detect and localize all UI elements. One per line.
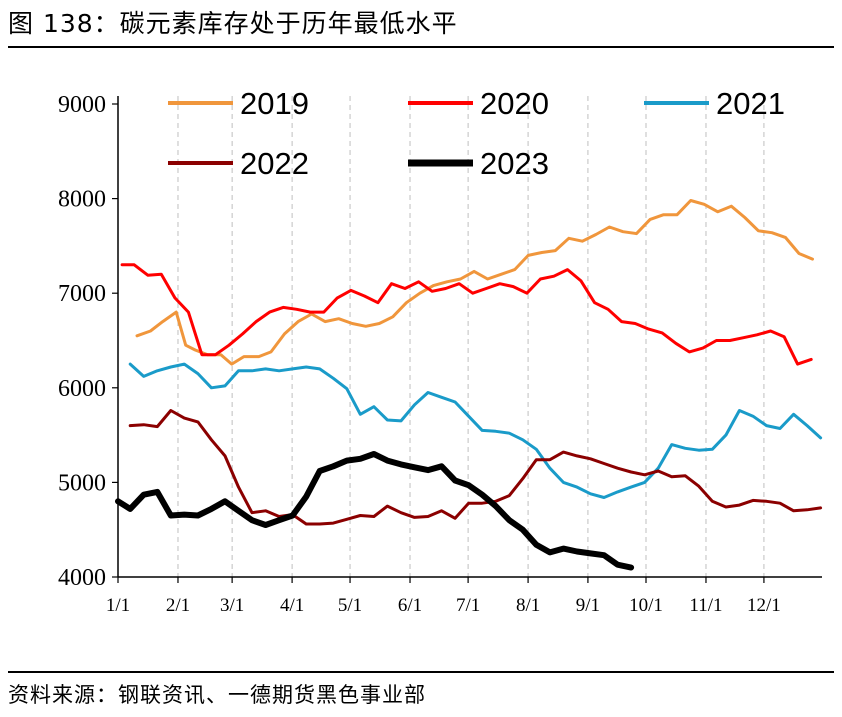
series-line-2022	[128, 409, 823, 526]
series-line-2021	[128, 362, 823, 499]
y-tick-labels: 4000 5000 6000 7000 8000 9000	[58, 92, 106, 591]
legend-label-2020: 2020	[480, 86, 549, 121]
x-tick-label-11/1: 11/1	[689, 595, 722, 616]
legend: 2019 2020 2021 2022 2023	[168, 86, 785, 181]
source-note: 资料来源：钢联资讯、一德期货黑色事业部	[8, 683, 426, 707]
y-tick-label-5000: 5000	[58, 470, 106, 496]
x-tick-label-6/1: 6/1	[398, 595, 422, 616]
source-rule	[8, 671, 834, 673]
grid-lines	[177, 96, 765, 577]
title-rule	[8, 46, 834, 48]
y-tick-label-8000: 8000	[58, 187, 106, 213]
legend-label-2019: 2019	[240, 86, 309, 121]
x-tick-label-12/1: 12/1	[747, 595, 781, 616]
legend-label-2021: 2021	[716, 86, 785, 121]
x-tick-labels: 1/1 2/1 3/1 4/1 5/1 6/1 7/1 8/1 9/1 10/1 11/1 12/1	[106, 595, 781, 616]
x-tick-label-1/1: 1/1	[106, 595, 130, 616]
series-line-2020	[120, 263, 813, 366]
x-tick-label-9/1: 9/1	[576, 595, 600, 616]
x-tick-label-2/1: 2/1	[166, 595, 190, 616]
legend-label-2022: 2022	[240, 146, 309, 181]
series-lines	[115, 199, 823, 571]
axes	[112, 96, 822, 583]
y-tick-label-9000: 9000	[58, 92, 106, 118]
y-tick-label-7000: 7000	[58, 281, 106, 307]
y-tick-label-4000: 4000	[58, 565, 106, 591]
x-tick-label-10/1: 10/1	[629, 595, 663, 616]
figure-title: 图 138：碳元素库存处于历年最低水平	[8, 9, 458, 38]
x-tick-label-4/1: 4/1	[280, 595, 304, 616]
series-line-2019	[135, 199, 814, 366]
x-tick-label-3/1: 3/1	[220, 595, 244, 616]
y-tick-label-6000: 6000	[58, 376, 106, 402]
x-tick-label-5/1: 5/1	[338, 595, 362, 616]
legend-label-2023: 2023	[480, 146, 549, 181]
x-tick-label-8/1: 8/1	[516, 595, 540, 616]
series-line-2023	[115, 451, 635, 571]
x-tick-label-7/1: 7/1	[456, 595, 480, 616]
